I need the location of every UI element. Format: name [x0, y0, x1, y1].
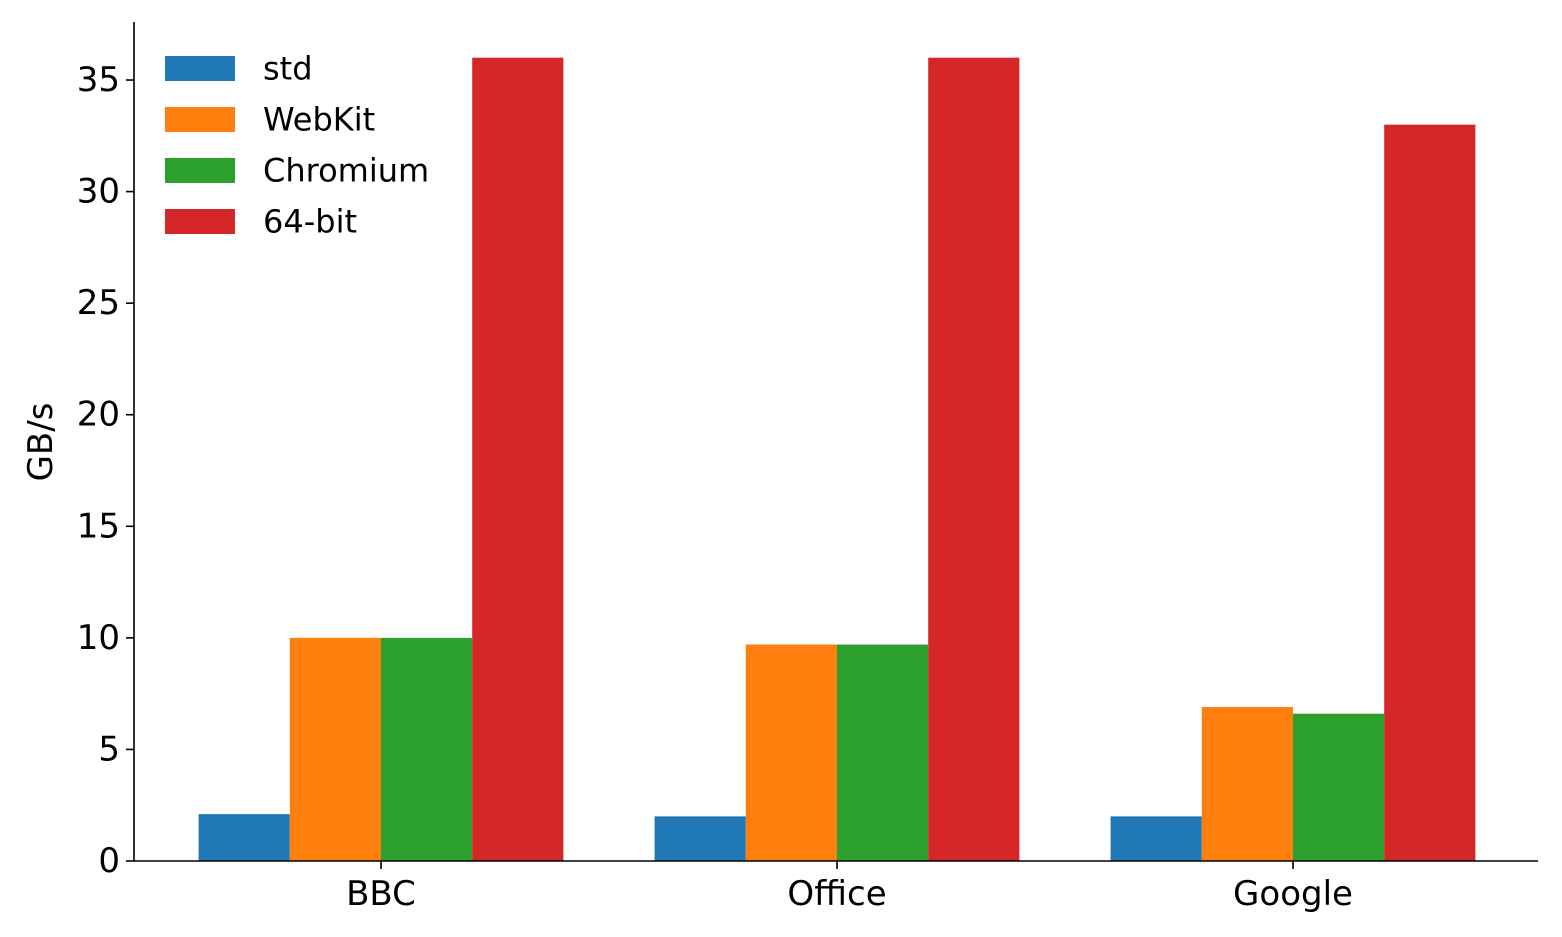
legend-label: 64-bit [263, 203, 357, 241]
x-tick-label-bbc: BBC [346, 874, 416, 914]
y-tick-label: 15 [77, 506, 120, 546]
bar-std-bbc [198, 814, 290, 861]
bar-webkit-google [1201, 707, 1293, 861]
y-tick-label: 20 [77, 395, 120, 435]
x-tick-label-google: Google [1233, 874, 1353, 914]
axes-group: 0 5 10 15 20 25 30 35 BBC Office Google [77, 22, 1538, 914]
legend-item-std: std [165, 50, 313, 88]
y-tick-label: 25 [77, 283, 120, 323]
bar-64-bit-bbc [472, 57, 564, 861]
y-tick-label: 0 [98, 841, 120, 881]
bars-group [198, 57, 1476, 861]
y-axis-title: GB/s [21, 403, 61, 482]
bar-std-office [654, 816, 746, 861]
legend: std WebKit Chromium 64-bit [165, 50, 429, 241]
legend-swatch [165, 56, 235, 81]
bar-chromium-bbc [381, 637, 473, 861]
bar-chromium-google [1293, 713, 1385, 861]
bar-webkit-bbc [289, 637, 381, 861]
legend-swatch [165, 107, 235, 132]
legend-swatch [165, 209, 235, 234]
legend-item-webkit: WebKit [165, 101, 375, 139]
legend-item-chromium: Chromium [165, 152, 429, 190]
legend-label: Chromium [263, 152, 429, 190]
y-tick-label: 10 [77, 618, 120, 658]
legend-label: WebKit [263, 101, 375, 139]
bar-64-bit-office [928, 57, 1020, 861]
legend-label: std [263, 50, 313, 88]
y-tick-label: 35 [77, 60, 120, 100]
legend-item-64-bit: 64-bit [165, 203, 357, 241]
bar-webkit-office [745, 644, 837, 861]
bar-std-google [1110, 816, 1202, 861]
bar-chromium-office [837, 644, 929, 861]
x-tick-label-office: Office [787, 874, 886, 914]
y-tick-label: 30 [77, 172, 120, 212]
legend-swatch [165, 158, 235, 183]
bar-64-bit-google [1384, 124, 1476, 861]
y-tick-label: 5 [98, 729, 120, 769]
